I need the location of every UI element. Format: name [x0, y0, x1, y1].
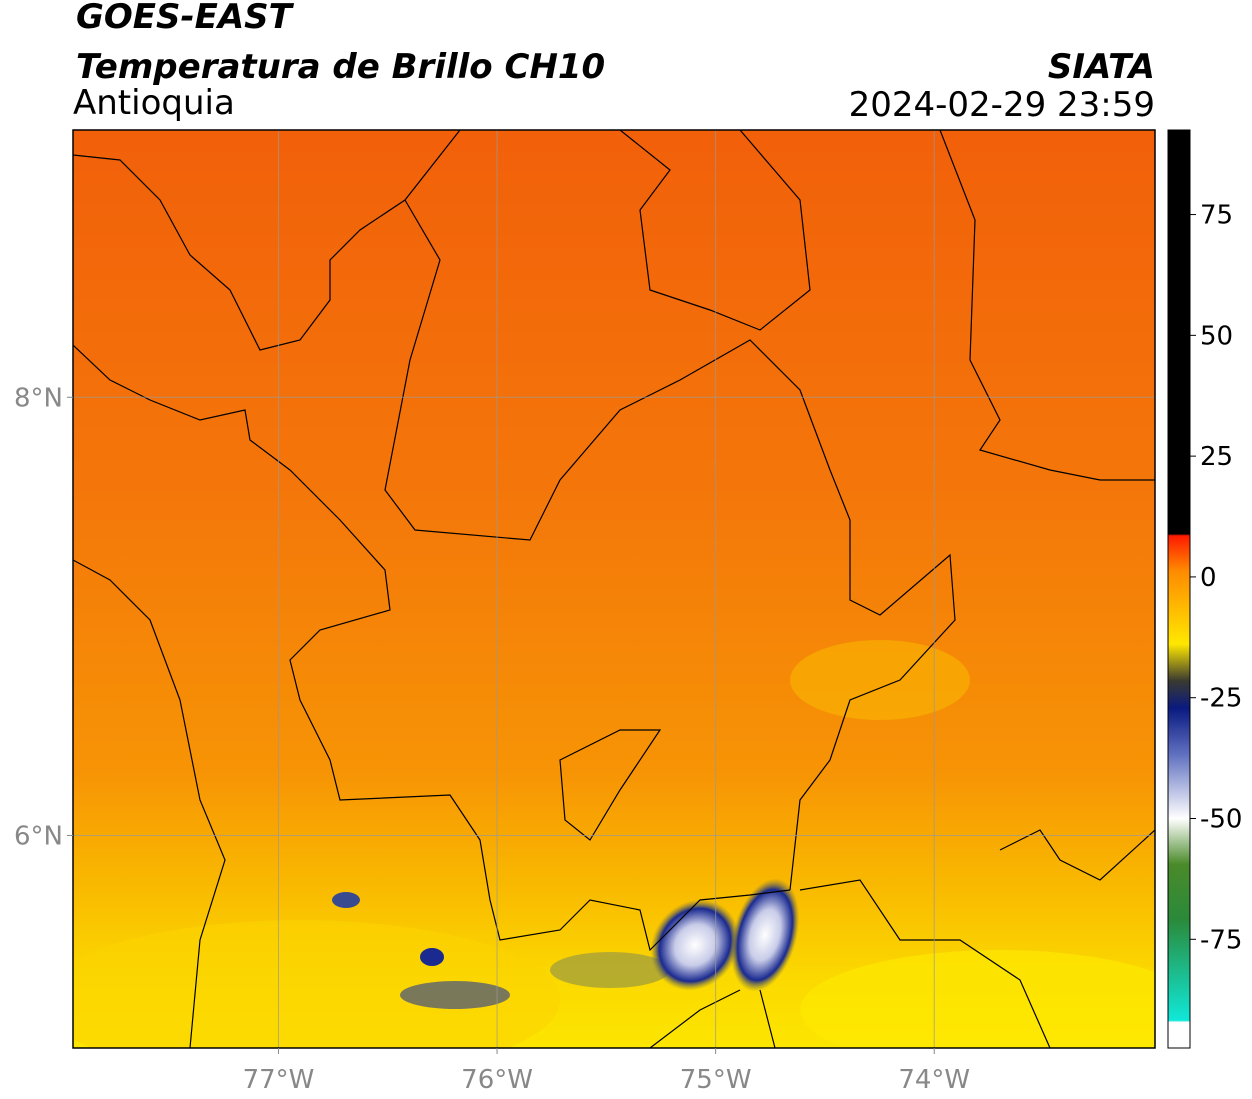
colorbar-tick-label: 75 [1200, 201, 1233, 231]
border [649, 989, 776, 1048]
region: Antioquia [73, 83, 235, 123]
colorbar-tick-label: -75 [1200, 925, 1242, 955]
colorbar-tick-label: 25 [1200, 442, 1233, 472]
cloud [420, 948, 444, 966]
map-background [73, 130, 1155, 1048]
x-tick-label: 76°W [461, 1065, 533, 1095]
x-tick-label: 77°W [243, 1065, 315, 1095]
border [384, 199, 956, 891]
cloud [332, 892, 360, 908]
colorbar-tick-label: -50 [1200, 805, 1242, 835]
y-tick-label: 6°N [14, 821, 63, 851]
border [999, 829, 1155, 881]
cloud [650, 899, 740, 991]
coastline [73, 559, 226, 1048]
colorbar [1167, 129, 1191, 1049]
colorbar-tick-label: 0 [1200, 563, 1217, 593]
subtitle: Temperatura de Brillo CH10 [76, 47, 605, 87]
border [619, 130, 811, 331]
y-tick-label: 8°N [14, 383, 63, 413]
cloud [730, 878, 800, 992]
cloud [400, 981, 510, 1009]
colorbar-tick-label: 50 [1200, 321, 1233, 351]
border [799, 879, 1051, 1048]
map [73, 130, 1155, 1048]
colorbar-tick-label: -25 [1200, 684, 1242, 714]
source: SIATA [1048, 47, 1155, 87]
timestamp: 2024-02-29 23:59 [849, 85, 1155, 125]
warm-patch [800, 950, 1155, 1048]
x-tick-label: 74°W [898, 1065, 970, 1095]
warm-patch [790, 640, 970, 720]
border [939, 130, 1155, 481]
border [559, 729, 662, 841]
cloud [550, 952, 670, 988]
coastline [73, 130, 461, 351]
title: GOES-EAST [76, 0, 295, 37]
border [73, 344, 791, 952]
map-frame [72, 129, 1156, 1049]
x-tick-label: 75°W [680, 1065, 752, 1095]
